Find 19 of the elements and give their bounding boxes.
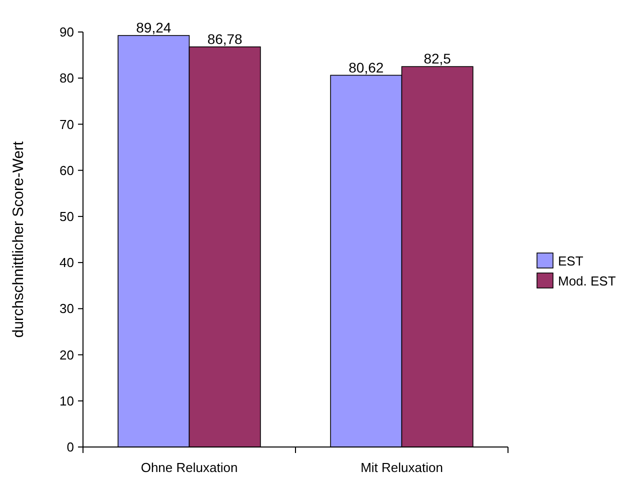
y-tick-label: 60 xyxy=(60,162,74,178)
y-tick-label: 70 xyxy=(60,116,74,132)
y-tick-label: 90 xyxy=(60,24,74,40)
y-axis-title: durchschnittlicher Score-Wert xyxy=(10,140,27,338)
x-tick-label: Mit Reluxation xyxy=(360,460,443,475)
data-label: 80,62 xyxy=(348,59,384,76)
x-tick-label: Ohne Reluxation xyxy=(140,460,238,475)
y-tick-label: 30 xyxy=(60,301,74,316)
legend-label: Mod. EST xyxy=(558,274,616,289)
data-label: 89,24 xyxy=(136,20,172,36)
legend-label: EST xyxy=(558,254,584,269)
data-label: 82,5 xyxy=(424,50,452,67)
y-tick-label: 40 xyxy=(60,255,74,270)
y-tick-label: 0 xyxy=(66,440,74,455)
y-tick-label: 50 xyxy=(60,208,74,224)
data-label: 86,78 xyxy=(207,30,243,47)
y-tick-label: 10 xyxy=(60,393,74,408)
y-tick-label: 20 xyxy=(60,347,74,362)
y-tick-label: 80 xyxy=(60,70,74,86)
